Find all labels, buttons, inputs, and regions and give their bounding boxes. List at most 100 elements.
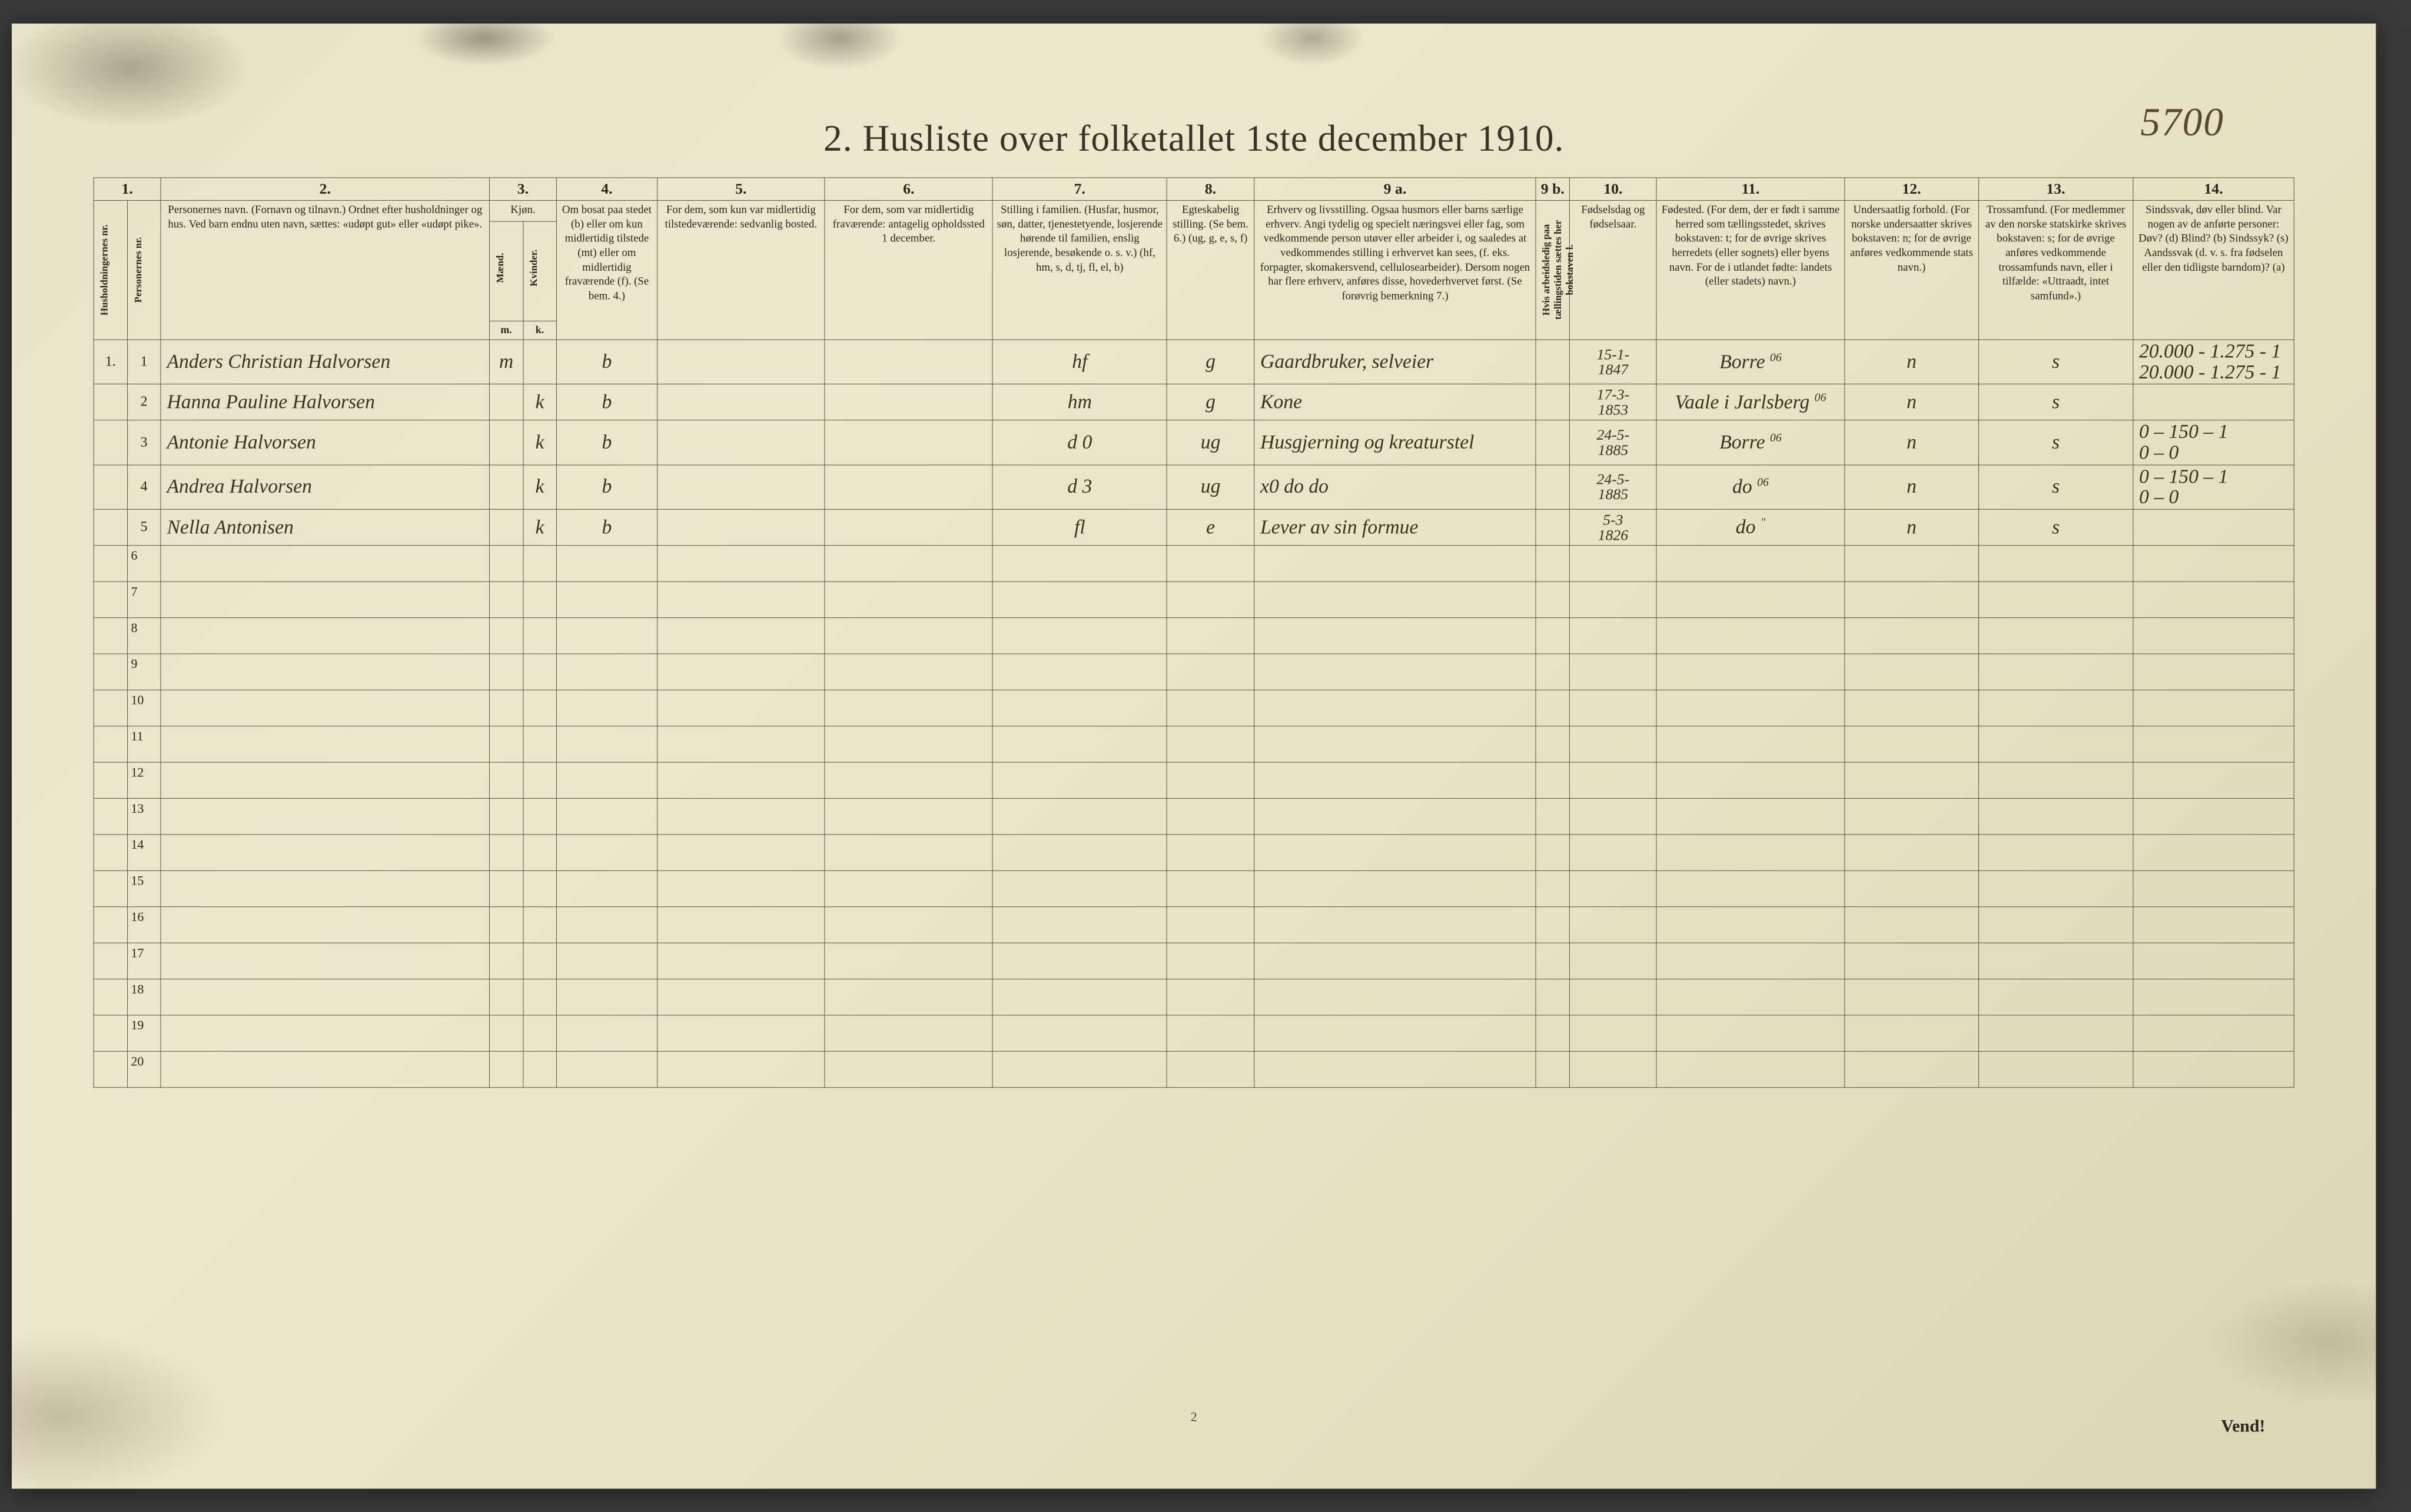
cell-pn: 16: [127, 907, 161, 943]
cell-empty: [1656, 799, 1844, 835]
cell-empty: [1569, 979, 1656, 1015]
cell-empty: [556, 1051, 657, 1087]
cell-empty: [1845, 581, 1979, 617]
cell-empty: [657, 726, 825, 762]
cell-empty: [657, 979, 825, 1015]
col-num-13: 13.: [1978, 178, 2133, 201]
cell-wl: [1536, 384, 1569, 420]
cell-dob: 24-5- 1885: [1569, 420, 1656, 465]
cell-empty: [523, 762, 556, 798]
cell-pn: 15: [127, 870, 161, 906]
cell-empty: [657, 799, 825, 835]
hdr-sex-k: Kvinder.: [523, 221, 556, 321]
cell-pn: 1: [127, 340, 161, 384]
cell-empty: [489, 654, 523, 690]
cell-empty: [556, 618, 657, 654]
cell-sex-k: k: [523, 465, 556, 510]
cell-empty: [1167, 690, 1254, 726]
cell-empty: [489, 870, 523, 906]
cell-empty: [2133, 581, 2294, 617]
hdr-household-nr: Husholdningernes nr.: [94, 201, 127, 340]
cell-pn: 4: [127, 465, 161, 510]
cell-empty: [1536, 943, 1569, 979]
hdr-infirmity: Sindssvak, døv eller blind. Var nogen av…: [2133, 201, 2294, 340]
cell-sex-m: [489, 420, 523, 465]
cell-empty: [2133, 1051, 2294, 1087]
cell-empty: [489, 762, 523, 798]
cell-empty: [2133, 654, 2294, 690]
cell-empty: [1536, 1051, 1569, 1087]
table-row: 8: [94, 618, 2294, 654]
cell-empty: [1845, 690, 1979, 726]
hdr-family-pos: Stilling i familien. (Husfar, husmor, sø…: [992, 201, 1167, 340]
cell-empty: [992, 943, 1167, 979]
cell-empty: [556, 907, 657, 943]
cell-empty: [1167, 979, 1254, 1015]
cell-empty: [2133, 799, 2294, 835]
cell-fam: d 0: [992, 420, 1167, 465]
cell-empty: [161, 1051, 489, 1087]
cell-empty: [1536, 618, 1569, 654]
cell-birthplace: do ": [1656, 509, 1844, 545]
cell-empty: [1845, 1015, 1979, 1051]
cell-empty: [1656, 943, 1844, 979]
cell-empty: [1845, 870, 1979, 906]
cell-res: b: [556, 384, 657, 420]
cell-c14: 20.000 - 1.275 - 1 20.000 - 1.275 - 1: [2133, 340, 2294, 384]
cell-empty: [1656, 835, 1844, 870]
cell-birthplace: Borre 06: [1656, 420, 1844, 465]
cell-pn: 18: [127, 979, 161, 1015]
cell-dob: 5-3 1826: [1569, 509, 1656, 545]
col-num-4: 4.: [556, 178, 657, 201]
cell-hh: [94, 546, 127, 581]
cell-empty: [161, 546, 489, 581]
hdr-sex: Kjøn.: [489, 201, 556, 222]
cell-empty: [1167, 943, 1254, 979]
cell-empty: [825, 546, 992, 581]
cell-nat: n: [1845, 420, 1979, 465]
cell-empty: [825, 690, 992, 726]
cell-birthplace: Vaale i Jarlsberg 06: [1656, 384, 1844, 420]
cell-nat: n: [1845, 340, 1979, 384]
col-num-9b: 9 b.: [1536, 178, 1569, 201]
cell-hh: [94, 654, 127, 690]
cell-empty: [161, 690, 489, 726]
cell-empty: [1536, 799, 1569, 835]
cell-empty: [489, 1015, 523, 1051]
cell-pn: 5: [127, 509, 161, 545]
cell-empty: [161, 943, 489, 979]
cell-empty: [1845, 546, 1979, 581]
cell-empty: [825, 618, 992, 654]
cell-empty: [556, 1015, 657, 1051]
cell-pn: 19: [127, 1015, 161, 1051]
cell-empty: [1536, 835, 1569, 870]
cell-empty: [489, 618, 523, 654]
cell-empty: [2133, 546, 2294, 581]
cell-empty: [2133, 979, 2294, 1015]
cell-empty: [1254, 907, 1536, 943]
cell-empty: [1254, 835, 1536, 870]
cell-temp: [657, 420, 825, 465]
table-row: 13: [94, 799, 2294, 835]
col-num-6: 6.: [825, 178, 992, 201]
cell-empty: [556, 870, 657, 906]
cell-empty: [1167, 726, 1254, 762]
cell-fam: hf: [992, 340, 1167, 384]
cell-sex-m: [489, 509, 523, 545]
table-row: 7: [94, 581, 2294, 617]
table-row: 10: [94, 690, 2294, 726]
cell-empty: [1536, 546, 1569, 581]
hdr-occupation: Erhverv og livsstilling. Ogsaa husmors e…: [1254, 201, 1536, 340]
cell-empty: [1254, 690, 1536, 726]
cell-hh: [94, 799, 127, 835]
table-row: 17: [94, 943, 2294, 979]
cell-empty: [1656, 546, 1844, 581]
cell-empty: [161, 726, 489, 762]
cell-empty: [657, 943, 825, 979]
cell-dob: 24-5- 1885: [1569, 465, 1656, 510]
cell-empty: [1978, 654, 2133, 690]
cell-empty: [523, 870, 556, 906]
cell-empty: [1569, 762, 1656, 798]
cell-away: [825, 420, 992, 465]
cell-empty: [1536, 654, 1569, 690]
